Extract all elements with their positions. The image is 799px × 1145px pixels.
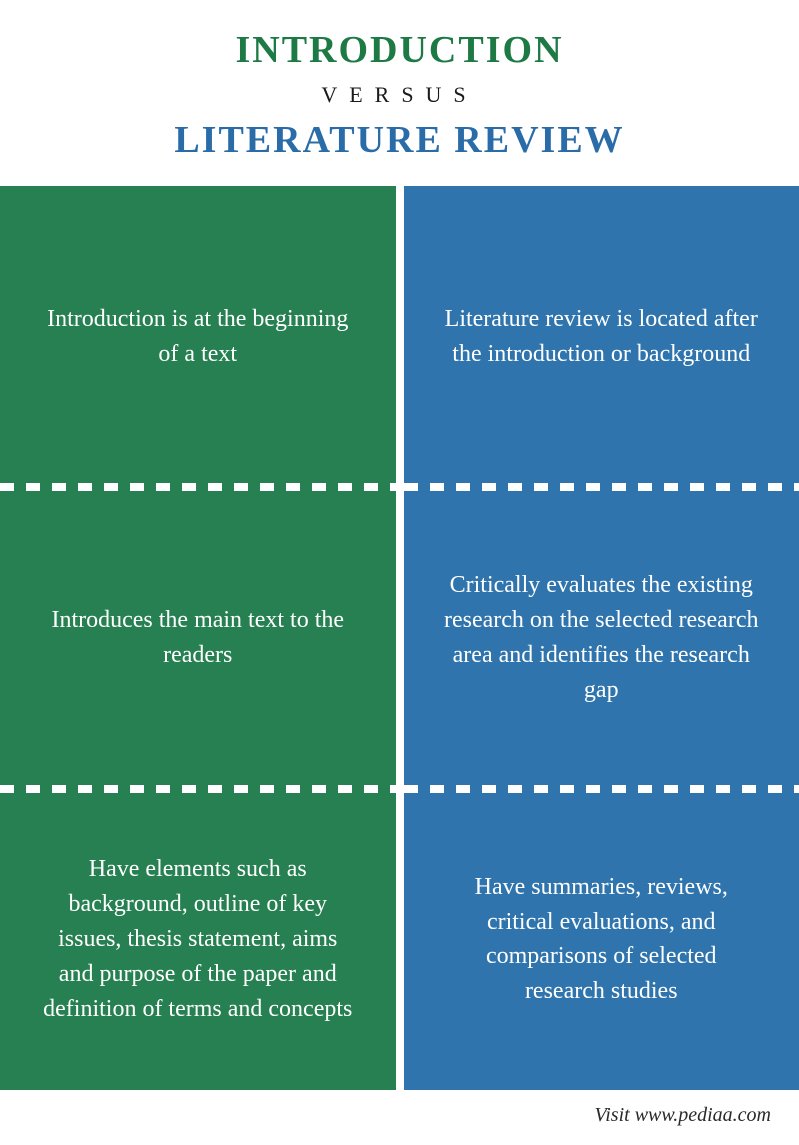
- title-introduction: INTRODUCTION: [20, 28, 779, 72]
- cell-lit-1: Literature review is located after the i…: [404, 186, 799, 487]
- row-separator-2: [0, 785, 799, 793]
- cell-text: Have elements such as background, outlin…: [40, 852, 356, 1026]
- comparison-grid: Introduction is at the beginning of a te…: [0, 186, 799, 1090]
- cell-text: Literature review is located after the i…: [444, 302, 760, 372]
- row-3: Have elements such as background, outlin…: [0, 789, 799, 1090]
- column-gap: [396, 186, 404, 487]
- row-1: Introduction is at the beginning of a te…: [0, 186, 799, 487]
- column-gap: [396, 789, 404, 1090]
- cell-text: Critically evaluates the existing resear…: [444, 568, 760, 707]
- cell-text: Introduction is at the beginning of a te…: [40, 302, 356, 372]
- cell-text: Introduces the main text to the readers: [40, 603, 356, 673]
- cell-lit-3: Have summaries, reviews, critical evalua…: [404, 789, 799, 1090]
- cell-intro-2: Introduces the main text to the readers: [0, 487, 396, 788]
- title-literature-review: LITERATURE REVIEW: [20, 118, 779, 162]
- row-2: Introduces the main text to the readers …: [0, 487, 799, 788]
- cell-intro-3: Have elements such as background, outlin…: [0, 789, 396, 1090]
- cell-intro-1: Introduction is at the beginning of a te…: [0, 186, 396, 487]
- title-versus: VERSUS: [20, 82, 779, 108]
- footer: Visit www.pediaa.com: [0, 1090, 799, 1145]
- cell-lit-2: Critically evaluates the existing resear…: [404, 487, 799, 788]
- row-separator-1: [0, 483, 799, 491]
- footer-text: Visit www.pediaa.com: [595, 1104, 771, 1126]
- header: INTRODUCTION VERSUS LITERATURE REVIEW: [0, 0, 799, 186]
- cell-text: Have summaries, reviews, critical evalua…: [444, 870, 760, 1009]
- column-gap: [396, 487, 404, 788]
